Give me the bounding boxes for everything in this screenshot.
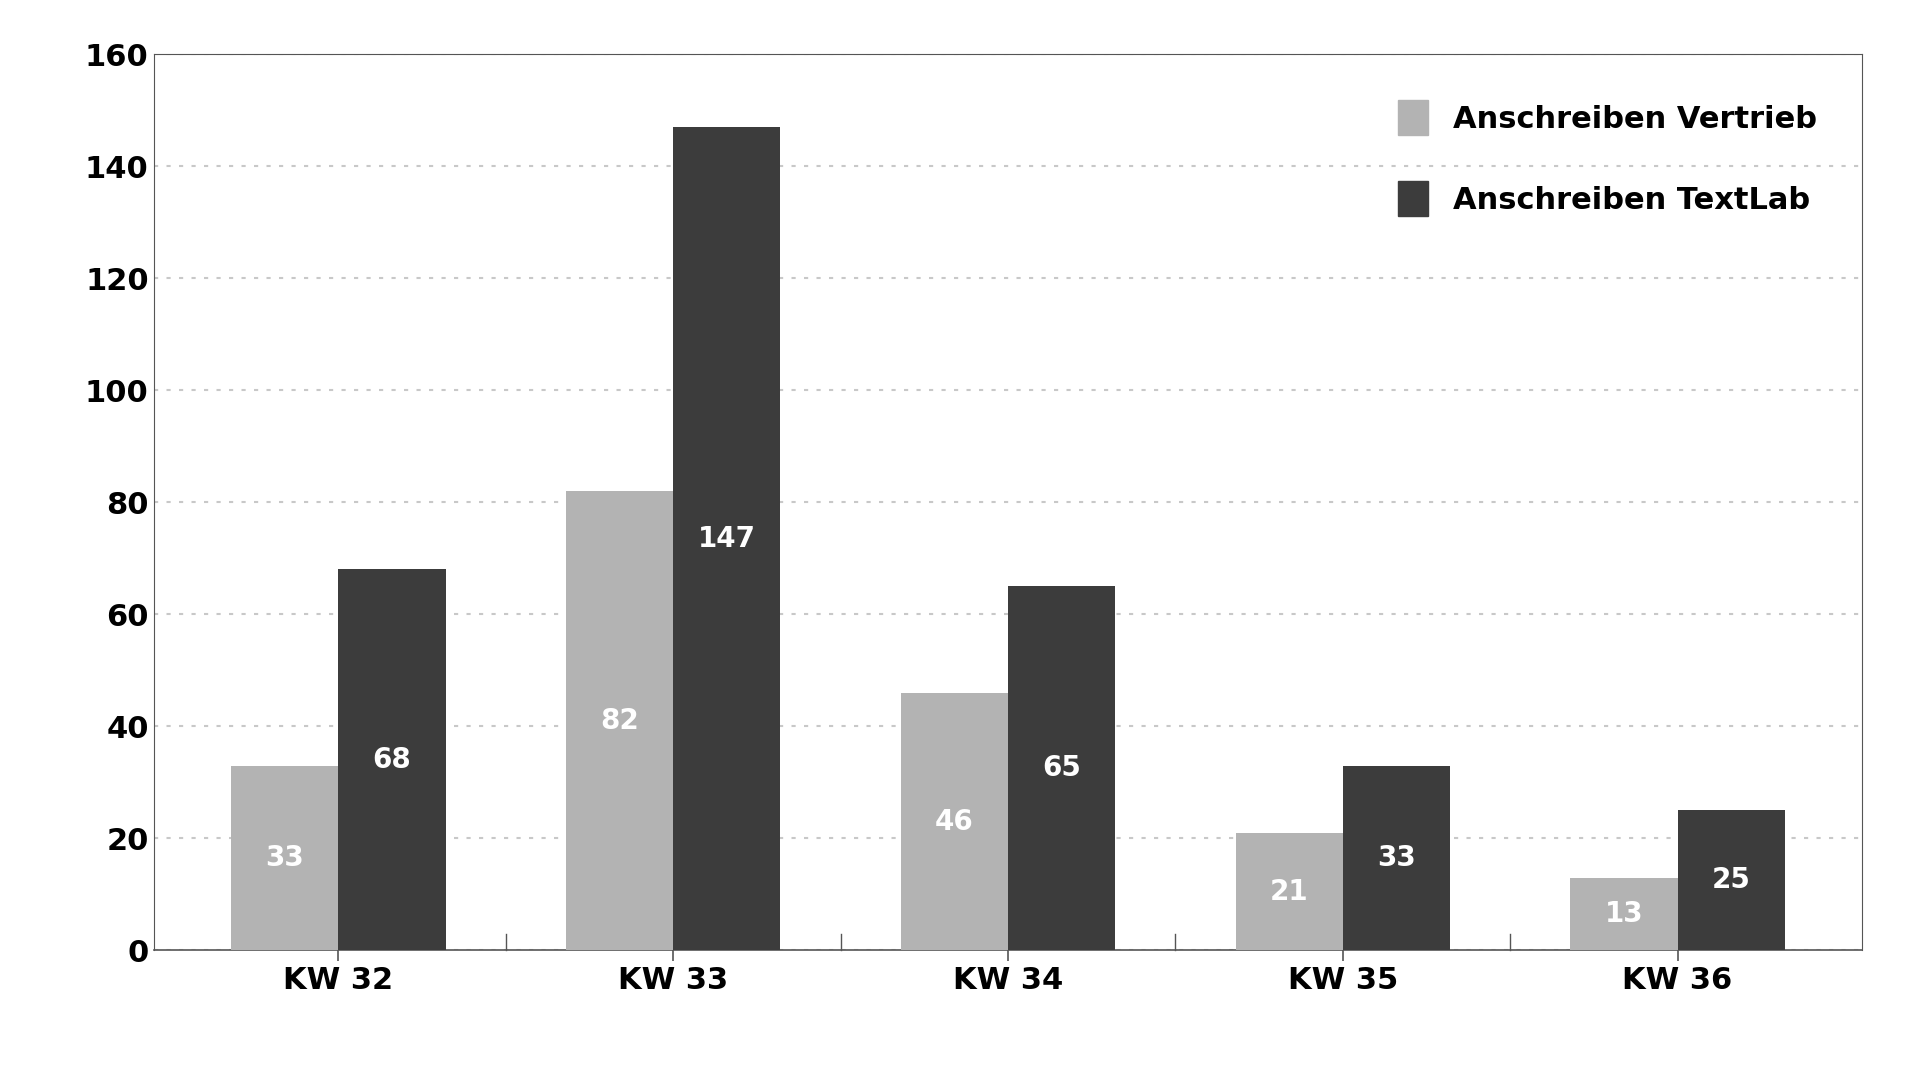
Text: 82: 82 xyxy=(601,706,639,734)
Text: 21: 21 xyxy=(1269,878,1309,905)
Bar xyxy=(1342,766,1450,950)
Bar xyxy=(900,692,1008,950)
Legend: Anschreiben Vertrieb, Anschreiben TextLab: Anschreiben Vertrieb, Anschreiben TextLa… xyxy=(1367,69,1847,247)
Text: 33: 33 xyxy=(1377,843,1415,872)
Bar xyxy=(1571,878,1678,950)
Bar xyxy=(1236,833,1342,950)
Text: 65: 65 xyxy=(1043,754,1081,782)
Bar xyxy=(230,766,338,950)
Text: 46: 46 xyxy=(935,808,973,836)
Text: 68: 68 xyxy=(372,746,411,774)
Text: 33: 33 xyxy=(265,843,303,872)
Text: 147: 147 xyxy=(697,525,756,553)
Bar xyxy=(1678,810,1786,950)
Bar xyxy=(566,491,674,950)
Bar xyxy=(674,126,780,950)
Bar xyxy=(338,569,445,950)
Text: 25: 25 xyxy=(1713,866,1751,894)
Bar xyxy=(1008,586,1116,950)
Text: 13: 13 xyxy=(1605,900,1644,928)
